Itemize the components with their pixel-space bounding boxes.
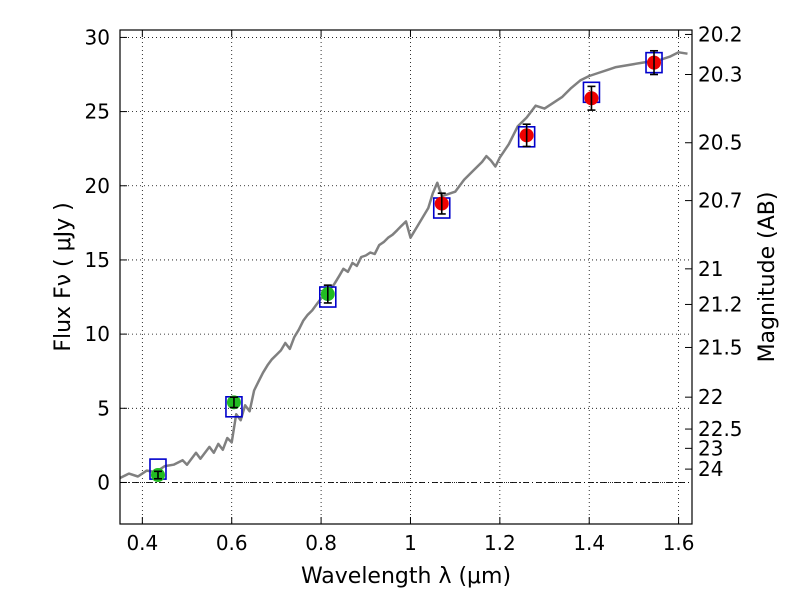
y-tick-label: 15 (85, 248, 110, 272)
model-box-layer (149, 51, 663, 480)
x-tick-label: 1.4 (573, 531, 605, 555)
right-tick-label: 20.2 (698, 22, 743, 46)
right-tick-label: 21 (698, 257, 723, 281)
model-spectrum-line (119, 51, 688, 480)
model-spectrum-layer (119, 51, 688, 480)
y-tick-label: 0 (97, 470, 110, 494)
right-tick-label: 24 (698, 457, 723, 481)
right-tick-label: 21.5 (698, 335, 743, 359)
photometry-layer (150, 49, 662, 483)
tick-label-layer: 0.4 0.6 0.8 1 1.2 1.4 1.6 0 5 10 15 20 25 30 20.2 20.3 2… (85, 22, 743, 555)
right-tick-label: 23 (698, 436, 723, 460)
right-tick-label: 20.5 (698, 131, 743, 155)
y-axis-label: Flux Fν ( μJy ) (51, 202, 76, 351)
y-tick-label: 10 (85, 322, 110, 346)
right-tick-label: 21.2 (698, 292, 743, 316)
y-tick-label: 30 (85, 25, 110, 49)
right-axis-label: Magnitude (AB) (755, 192, 780, 363)
right-tick-label: 20.3 (698, 63, 743, 87)
grid-layer (120, 30, 692, 524)
x-tick-label: 1.2 (484, 531, 516, 555)
right-tick-label: 22.5 (698, 417, 743, 441)
x-tick-label: 0.4 (126, 531, 158, 555)
x-tick-label: 0.6 (216, 531, 248, 555)
right-tick-label: 20.7 (698, 189, 743, 213)
y-tick-label: 5 (97, 396, 110, 420)
y-tick-label: 25 (85, 100, 110, 124)
tick-layer (120, 30, 692, 524)
x-tick-label: 1 (404, 531, 417, 555)
plot-frame (119, 29, 693, 525)
x-axis-label: Wavelength λ (μm) (301, 564, 511, 589)
right-tick-label: 22 (698, 385, 723, 409)
x-tick-label: 0.8 (305, 531, 337, 555)
y-tick-label: 20 (85, 174, 110, 198)
x-tick-label: 1.6 (663, 531, 695, 555)
